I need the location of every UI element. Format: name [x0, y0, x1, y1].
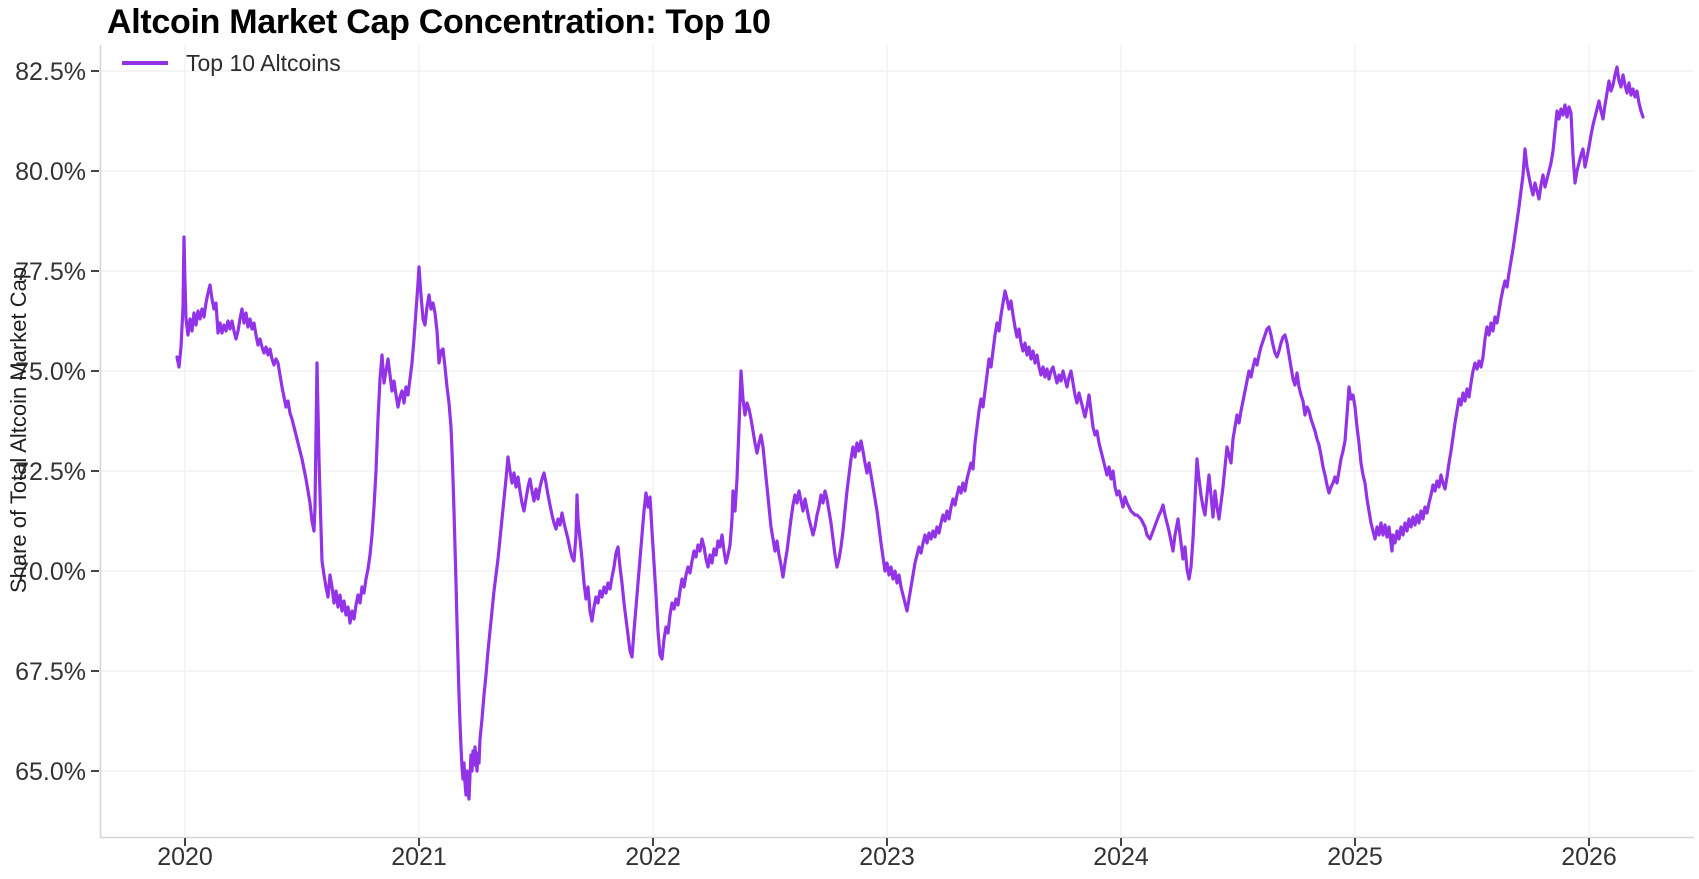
y-tick-label: 65.0% — [15, 758, 86, 786]
x-tick-label: 2020 — [157, 843, 213, 871]
x-tick-label: 2024 — [1093, 843, 1149, 871]
x-tick-label: 2026 — [1561, 843, 1617, 871]
tick-marks — [91, 70, 1590, 846]
x-tick-label: 2023 — [859, 843, 915, 871]
y-tick-label: 75.0% — [15, 358, 86, 386]
y-tick-label: 72.5% — [15, 458, 86, 486]
tick-labels: 82.5% 80.0% 77.5% 75.0% 72.5% 70.0% 67.5% 65.0%… — [15, 58, 1617, 871]
x-tick-label: 2022 — [625, 843, 681, 871]
y-tick-label: 82.5% — [15, 58, 86, 86]
x-tick-label: 2021 — [391, 843, 447, 871]
y-tick-label: 80.0% — [15, 158, 86, 186]
y-tick-label: 70.0% — [15, 558, 86, 586]
y-tick-label: 67.5% — [15, 658, 86, 686]
legend-label: Top 10 Altcoins — [186, 50, 341, 76]
gridlines — [101, 45, 1694, 836]
chart-title: Altcoin Market Cap Concentration: Top 10 — [107, 3, 771, 41]
series-top10-line — [175, 65, 1645, 801]
y-axis-title: Share of Total Altcoin Market Cap — [6, 267, 31, 593]
y-tick-label: 77.5% — [15, 258, 86, 286]
x-tick-label: 2025 — [1327, 843, 1383, 871]
axes — [99, 45, 1694, 839]
